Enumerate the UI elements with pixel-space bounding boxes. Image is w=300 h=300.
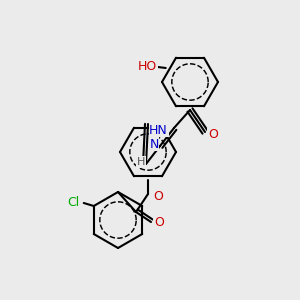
Text: Cl: Cl [68,196,80,208]
Text: HN: HN [149,124,168,136]
Text: O: O [153,190,163,202]
Text: N: N [149,137,159,151]
Text: H: H [137,157,145,167]
Text: HO: HO [138,59,158,73]
Text: O: O [208,128,218,140]
Text: O: O [154,215,164,229]
